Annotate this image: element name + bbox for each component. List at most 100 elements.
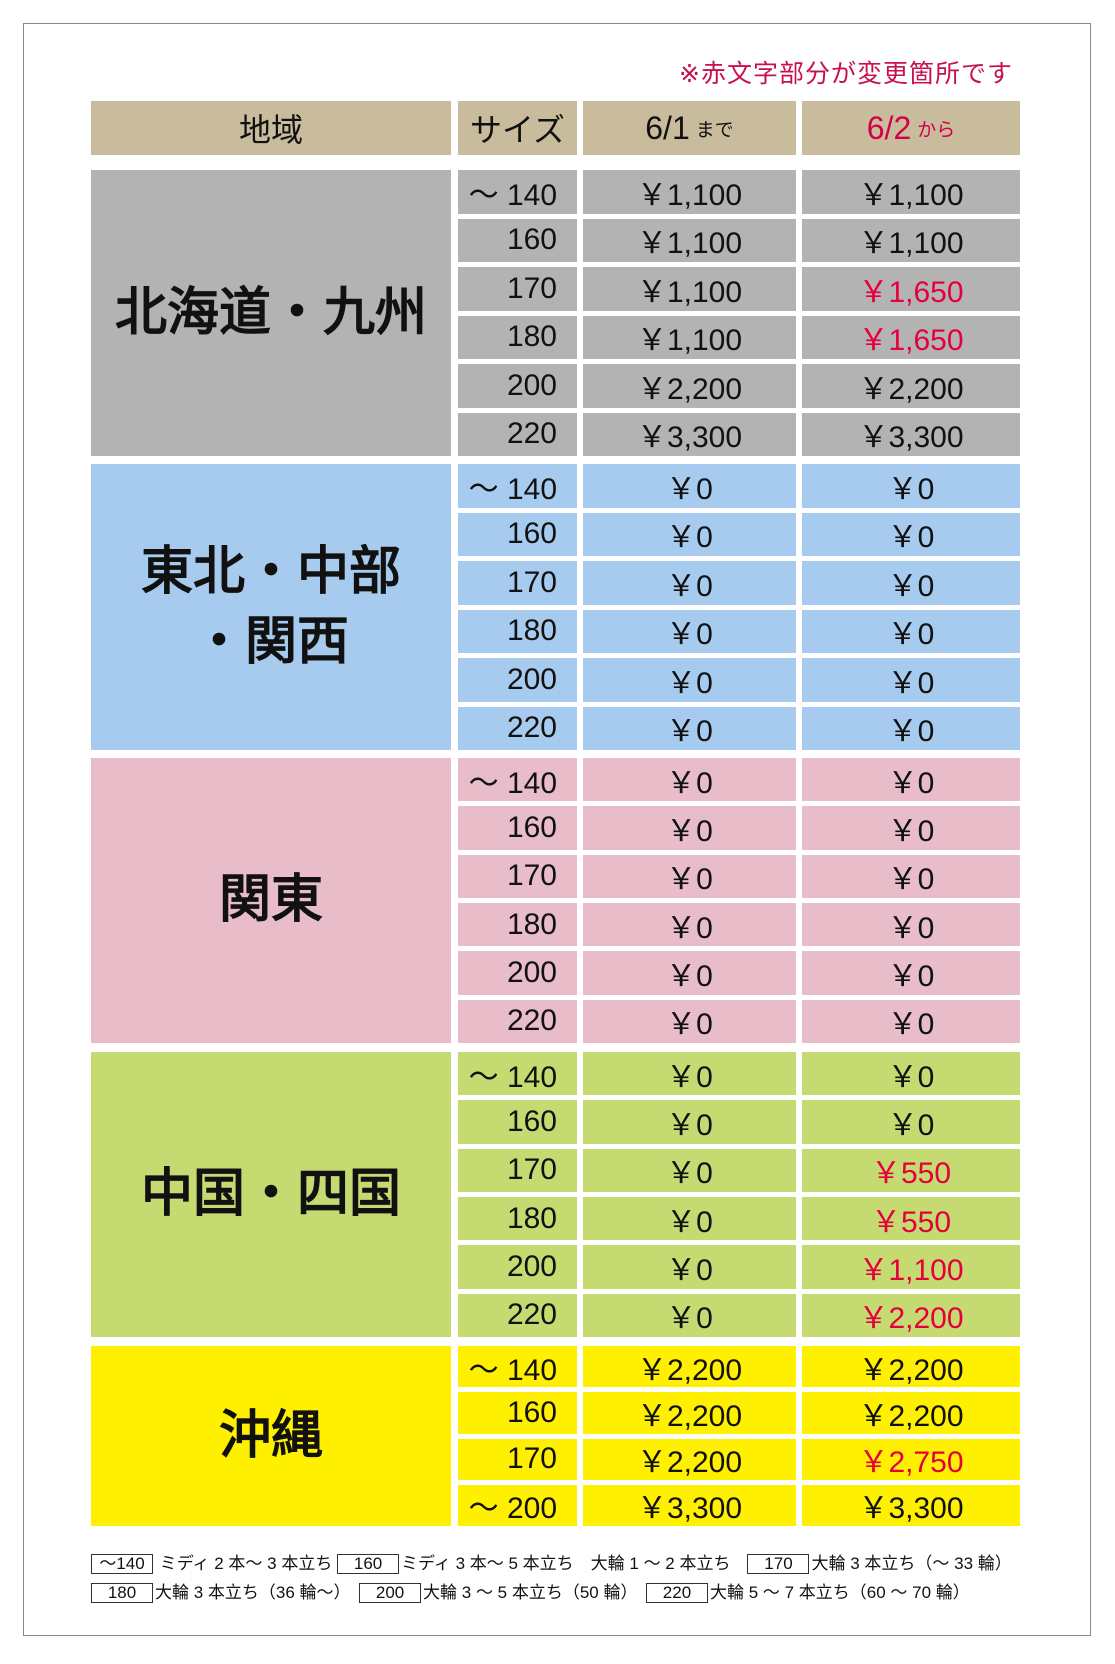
price-before-cell-text: ￥2,200: [636, 372, 743, 406]
size-cell-text: 170: [506, 859, 557, 893]
price-after-cell: ￥2,200: [802, 1346, 1020, 1388]
change-note: ※赤文字部分が変更箇所です: [679, 60, 1013, 88]
table-row: 160 ￥2,200 ￥2,200: [458, 1392, 1020, 1434]
price-after-cell-text: ￥1,100: [858, 227, 964, 261]
size-cell-text: 220: [506, 1298, 557, 1332]
table-row: 200 ￥0 ￥0: [458, 658, 1020, 702]
price-after-cell: ￥550: [802, 1148, 1020, 1192]
size-cell: 220: [458, 1293, 577, 1337]
price-before-cell-text: ￥0: [666, 766, 713, 800]
size-cell-text: 200: [506, 662, 557, 696]
price-before-cell: ￥0: [583, 1052, 796, 1096]
price-before-cell: ￥0: [583, 464, 796, 508]
price-before-cell-text: ￥0: [666, 959, 713, 993]
price-after-cell: ￥2,200: [802, 364, 1020, 408]
size-cell: ～ 140: [458, 1052, 577, 1096]
price-after-cell-text: ￥0: [887, 666, 935, 700]
price-before-cell-text: ￥0: [666, 1109, 713, 1142]
price-after-cell-text: ￥1,100: [858, 178, 964, 212]
price-after-cell-text: ￥0: [887, 766, 935, 800]
price-before-cell: ￥0: [583, 951, 796, 995]
size-cell: 200: [458, 364, 577, 408]
size-cell: 180: [458, 315, 577, 359]
price-after-cell-text: ￥0: [887, 863, 935, 897]
size-cell: ～ 140: [458, 1346, 577, 1388]
price-after-cell: ￥0: [802, 951, 1020, 995]
price-before-cell-text: ￥2,200: [636, 1446, 743, 1480]
price-after-cell: ￥0: [802, 999, 1020, 1043]
price-before-cell: ￥0: [583, 1100, 796, 1144]
region-section: 中国・四国 ～ 140 ￥0 ￥0 160 ￥0 ￥0 170 ￥0 ￥550 180 ￥0 ￥550 2…: [91, 1052, 1020, 1337]
price-before-cell-text: ￥0: [666, 1060, 713, 1094]
price-before-cell-text: ￥0: [666, 1008, 713, 1042]
price-after-cell: ￥0: [802, 512, 1020, 556]
table-row: 180 ￥0 ￥550: [458, 1196, 1020, 1241]
size-cell: ～ 140: [458, 758, 577, 802]
table-row: ～ 140 ￥0 ￥0: [458, 758, 1020, 802]
price-after-cell-text: ￥2,200: [858, 1302, 964, 1336]
table-row: 170 ￥2,200 ￥2,750: [458, 1438, 1020, 1480]
price-before-cell-text: ￥0: [666, 1302, 713, 1336]
price-after-cell-text: ￥0: [887, 472, 935, 506]
price-after-cell-text: ￥2,200: [858, 1399, 964, 1433]
price-before-cell-text: ￥0: [666, 863, 713, 897]
size-cell: 220: [458, 706, 577, 750]
price-before-cell: ￥0: [583, 806, 796, 850]
price-after-cell: ￥0: [802, 1052, 1020, 1096]
price-before-cell: ￥0: [583, 658, 796, 702]
price-after-cell-text: ￥0: [887, 1060, 935, 1094]
price-before-cell-text: ￥0: [666, 715, 713, 749]
price-before-cell: ￥0: [583, 1245, 796, 1289]
price-before-cell: ￥0: [583, 512, 796, 556]
price-before-cell: ￥0: [583, 854, 796, 898]
price-after-cell: ￥1,100: [802, 170, 1020, 214]
price-after-cell: ￥3,300: [802, 412, 1020, 456]
price-after-cell-text: ￥3,300: [858, 1492, 964, 1526]
size-cell: 220: [458, 412, 577, 456]
region-section: 東北・中部 ・関西～ 140 ￥0 ￥0 160 ￥0 ￥0 170 ￥0 ￥0 180 ￥0 ￥0 2…: [91, 464, 1020, 750]
size-cell-text: 200: [506, 1249, 557, 1283]
size-cell-text: 170: [506, 1153, 557, 1187]
size-cell-text: 160: [506, 1395, 557, 1429]
price-before-cell: ￥1,100: [583, 218, 796, 262]
size-cell-text: 200: [506, 368, 557, 402]
table-row: 200 ￥2,200 ￥2,200: [458, 364, 1020, 408]
region-section: 北海道・九州～ 140 ￥1,100 ￥1,100 160 ￥1,100 ￥1,100 17…: [91, 170, 1020, 456]
footnote-line: 180 大輪 3 本立ち（36 輪～） 200 大輪 3 ～ 5 本立ち（50 輪）…: [91, 1578, 970, 1603]
size-cell-text: 160: [506, 810, 557, 844]
price-after-cell: ￥2,200: [802, 1293, 1020, 1337]
size-cell-text: ～ 140: [468, 1353, 557, 1387]
price-before-cell: ￥3,300: [583, 412, 796, 456]
size-cell-text: 170: [506, 271, 557, 305]
price-before-cell-text: ￥1,100: [636, 178, 743, 212]
table-row: 180 ￥1,100 ￥1,650: [458, 315, 1020, 359]
price-before-cell-text: ￥1,100: [636, 227, 743, 261]
price-after-cell-text: ￥2,200: [858, 1353, 964, 1387]
price-after-cell-text: ￥0: [887, 521, 935, 555]
price-after-cell: ￥0: [802, 464, 1020, 508]
price-before-cell-text: ￥1,100: [636, 275, 743, 309]
price-before-cell: ￥2,200: [583, 1392, 796, 1434]
size-cell: 170: [458, 854, 577, 898]
size-cell-text: 220: [506, 417, 557, 451]
price-after-cell-text: ￥0: [887, 569, 935, 603]
price-after-cell-text: ￥0: [887, 815, 935, 848]
region-name: 中国・四国: [91, 1052, 451, 1337]
size-box: 160: [337, 1554, 400, 1574]
size-cell: 180: [458, 609, 577, 653]
price-before-cell-text: ￥0: [666, 1205, 713, 1239]
region-name: 東北・中部 ・関西: [91, 464, 451, 750]
header-region-label: 地域: [238, 112, 303, 148]
table-row: 160 ￥0 ￥0: [458, 512, 1020, 556]
table-row: ～ 140 ￥1,100 ￥1,100: [458, 170, 1020, 214]
size-box: 180: [91, 1583, 153, 1603]
price-after-cell: ￥550: [802, 1196, 1020, 1241]
size-cell: 180: [458, 1196, 577, 1241]
size-cell-text: 180: [506, 614, 557, 648]
size-cell-text: ～ 140: [468, 472, 557, 506]
price-after-cell-text: ￥550: [870, 1205, 952, 1239]
price-before-cell: ￥1,100: [583, 170, 796, 214]
header-before-date: 6/1: [645, 109, 690, 146]
size-box: ～140: [91, 1554, 153, 1574]
header-region: 地域: [91, 101, 451, 155]
